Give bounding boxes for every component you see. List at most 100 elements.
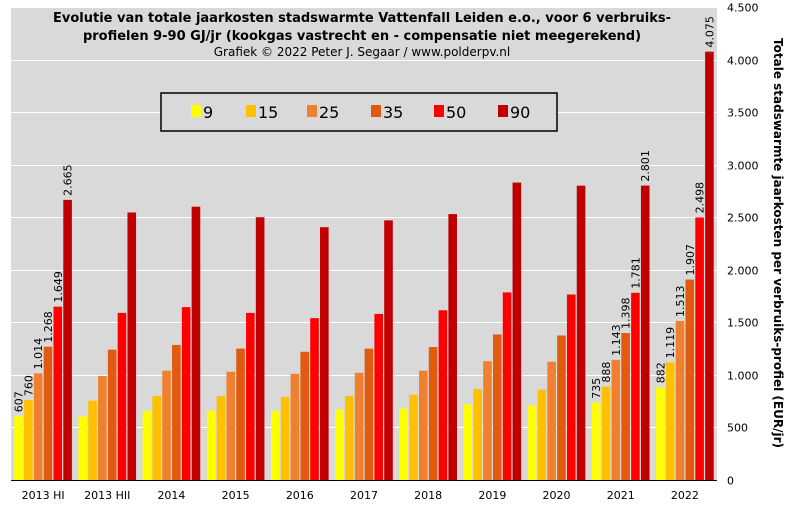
legend-label-15: 15	[258, 103, 278, 122]
bar-25-2013-hi	[33, 373, 43, 480]
bar-9-2019	[463, 404, 473, 480]
legend: 9 15 25 35 50 90	[160, 92, 558, 132]
bar-25-2020	[547, 361, 556, 480]
data-label: 735	[590, 378, 603, 399]
bar-50-2013-hii	[117, 312, 127, 480]
bar-90-2013-hi	[63, 199, 72, 480]
bar-35-2017	[364, 348, 374, 480]
chart-title-line-2: profielen 9-90 GJ/jr (kookgas vastrecht …	[83, 29, 641, 44]
data-label: 1.143	[610, 324, 623, 356]
bar-35-2018	[428, 347, 438, 480]
bar-90-2022	[705, 51, 714, 481]
y-tick-label: 2.500	[727, 212, 759, 225]
y-tick-label: 0	[727, 475, 734, 488]
x-tick-label: 2020	[543, 489, 571, 502]
bar-35-2015	[236, 348, 245, 480]
bar-90-2016	[320, 227, 329, 480]
legend-swatch-15	[246, 105, 256, 117]
y-tick-label: 1.000	[727, 370, 759, 383]
plot-area	[11, 7, 717, 480]
bar-15-2020	[537, 389, 547, 480]
x-tick-label: 2014	[157, 489, 185, 502]
bar-90-2015	[255, 217, 265, 480]
bar-50-2013-hi	[53, 306, 63, 480]
bar-25-2015	[226, 371, 236, 480]
legend-swatch-90	[498, 105, 508, 117]
bar-25-2014	[162, 370, 171, 480]
bar-9-2016	[271, 411, 280, 480]
data-label: 4.075	[703, 16, 716, 48]
legend-label-90: 90	[510, 103, 530, 122]
legend-box	[160, 92, 558, 132]
x-tick-label: 2021	[607, 489, 635, 502]
bar-15-2016	[280, 396, 290, 480]
bar-9-2021	[591, 402, 601, 480]
data-label: 1.781	[629, 257, 642, 289]
legend-swatch-25	[307, 105, 317, 117]
data-label: 1.268	[42, 311, 55, 343]
bar-35-2022	[685, 279, 695, 480]
bar-15-2021	[601, 386, 611, 480]
x-tick-label: 2019	[478, 489, 506, 502]
bar-9-2018	[399, 408, 408, 480]
data-label: 1.513	[674, 285, 687, 317]
bar-35-2019	[492, 334, 502, 480]
bar-25-2017	[354, 372, 364, 480]
data-label: 2.665	[62, 164, 75, 196]
data-label: 2.801	[639, 150, 652, 182]
bar-9-2013-hii	[78, 416, 88, 480]
x-tick-label: 2022	[671, 489, 699, 502]
x-tick-labels: 2013 HI 2013 HII 2014 2015 2016 2017 2018 2019 2…	[22, 489, 699, 502]
bar-50-2020	[566, 294, 576, 480]
bar-90-2019	[512, 182, 522, 481]
bar-50-2016	[310, 318, 319, 480]
bar-25-2021	[611, 359, 621, 480]
data-label: 607	[13, 391, 26, 412]
y-tick-labels: 0 500 1.000 1.500 2.000 2.500 3.000 3.500 4.000 4…	[727, 2, 759, 488]
bar-25-2013-hii	[98, 375, 107, 480]
y-tick-label: 3.500	[727, 107, 759, 120]
x-tick-label: 2013 HII	[84, 489, 130, 502]
data-label: 760	[22, 375, 35, 396]
bar-50-2018	[438, 310, 448, 480]
bar-9-2015	[206, 410, 216, 480]
legend-label-25: 25	[319, 103, 339, 122]
bar-25-2018	[418, 370, 428, 480]
y-tick-label: 2.000	[727, 265, 759, 278]
x-tick-label: 2013 HI	[22, 489, 65, 502]
bar-90-2018	[448, 214, 457, 480]
bar-50-2022	[695, 217, 704, 480]
bar-50-2019	[502, 292, 512, 480]
y-tick-label: 3.000	[727, 160, 759, 173]
data-label: 882	[654, 362, 667, 383]
y-tick-label: 4.500	[727, 2, 759, 15]
bar-25-2019	[483, 361, 492, 480]
bar-35-2014	[172, 344, 181, 480]
x-tick-label: 2016	[286, 489, 314, 502]
bar-15-2017	[345, 395, 354, 480]
bar-50-2021	[631, 292, 640, 480]
data-label: 1.398	[620, 298, 633, 330]
legend-swatch-50	[434, 105, 444, 117]
bar-90-2014	[191, 206, 201, 480]
data-label: 2.498	[694, 182, 707, 214]
bar-50-2014	[181, 307, 191, 480]
bar-9-2017	[335, 409, 344, 480]
x-tick-label: 2018	[414, 489, 442, 502]
legend-swatch-9	[191, 105, 201, 117]
bar-15-2015	[216, 395, 226, 480]
legend-label-35: 35	[383, 103, 403, 122]
bar-35-2013-hi	[43, 346, 53, 480]
bar-35-2020	[557, 335, 566, 480]
bar-15-2019	[473, 389, 482, 480]
legend-label-9: 9	[203, 103, 213, 122]
bar-25-2016	[290, 373, 300, 480]
bar-15-2014	[152, 395, 162, 480]
bar-9-2013-hi	[14, 416, 23, 480]
bar-25-2022	[675, 320, 685, 480]
bar-9-2014	[142, 411, 152, 480]
bar-15-2013-hii	[88, 400, 97, 480]
